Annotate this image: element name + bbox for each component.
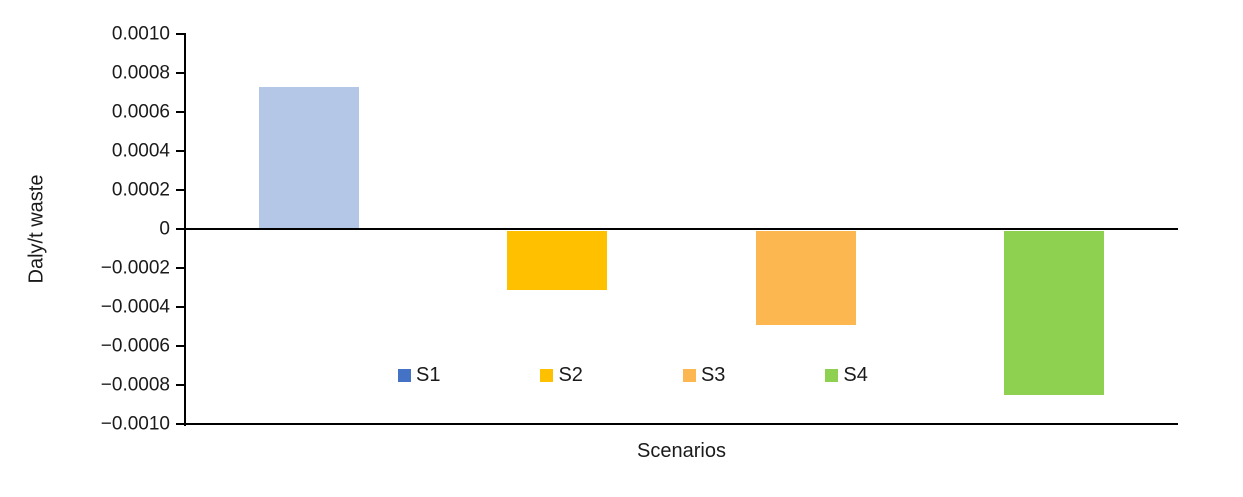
y-tick-label: 0.0002 <box>111 179 170 201</box>
legend-swatch-icon <box>398 369 411 382</box>
y-tick-mark <box>176 111 186 113</box>
legend-swatch-icon <box>540 369 554 382</box>
y-tick-mark <box>176 33 186 35</box>
y-tick-mark <box>176 150 186 152</box>
y-tick-label: −0.0006 <box>100 335 170 357</box>
legend-item-S2: S2 <box>540 364 583 387</box>
y-tick-mark <box>176 423 186 425</box>
bar-S2 <box>507 231 608 290</box>
bar-S3 <box>755 231 856 325</box>
y-tick-mark <box>176 306 186 308</box>
legend-label: S3 <box>700 364 726 386</box>
y-tick-label: 0.0006 <box>111 101 170 123</box>
y-tick-mark <box>176 72 186 74</box>
legend-label: S4 <box>843 364 868 386</box>
legend-item-S3: S3 <box>682 364 726 387</box>
y-tick-label: −0.0002 <box>100 257 170 279</box>
y-tick-label: −0.0010 <box>100 413 170 435</box>
y-tick-label: 0.0008 <box>111 62 170 84</box>
y-tick-mark <box>176 384 186 386</box>
y-tick-mark <box>176 345 186 347</box>
plot-bottom-border <box>185 423 1178 425</box>
legend-item-S4: S4 <box>825 364 868 387</box>
y-axis-line <box>184 34 186 426</box>
legend-label: S1 <box>416 364 441 386</box>
zero-baseline <box>185 228 1178 230</box>
y-tick-label: −0.0008 <box>100 374 170 396</box>
bar-S4 <box>1003 231 1104 395</box>
legend-item-S1: S1 <box>398 364 440 387</box>
y-tick-mark <box>176 189 186 191</box>
bar-S1 <box>259 86 360 229</box>
y-tick-mark <box>176 267 186 269</box>
legend-swatch-icon <box>825 369 839 382</box>
legend: S1 S2 S3 S4 <box>398 364 868 387</box>
y-tick-label: 0 <box>159 218 170 240</box>
legend-label: S2 <box>558 364 583 386</box>
legend-swatch-icon <box>682 369 696 382</box>
x-axis-title: Scenarios <box>637 440 726 462</box>
y-tick-label: 0.0004 <box>111 140 170 162</box>
y-tick-mark <box>176 228 186 230</box>
y-tick-label: 0.0010 <box>111 23 170 45</box>
y-tick-label: −0.0004 <box>100 296 170 318</box>
